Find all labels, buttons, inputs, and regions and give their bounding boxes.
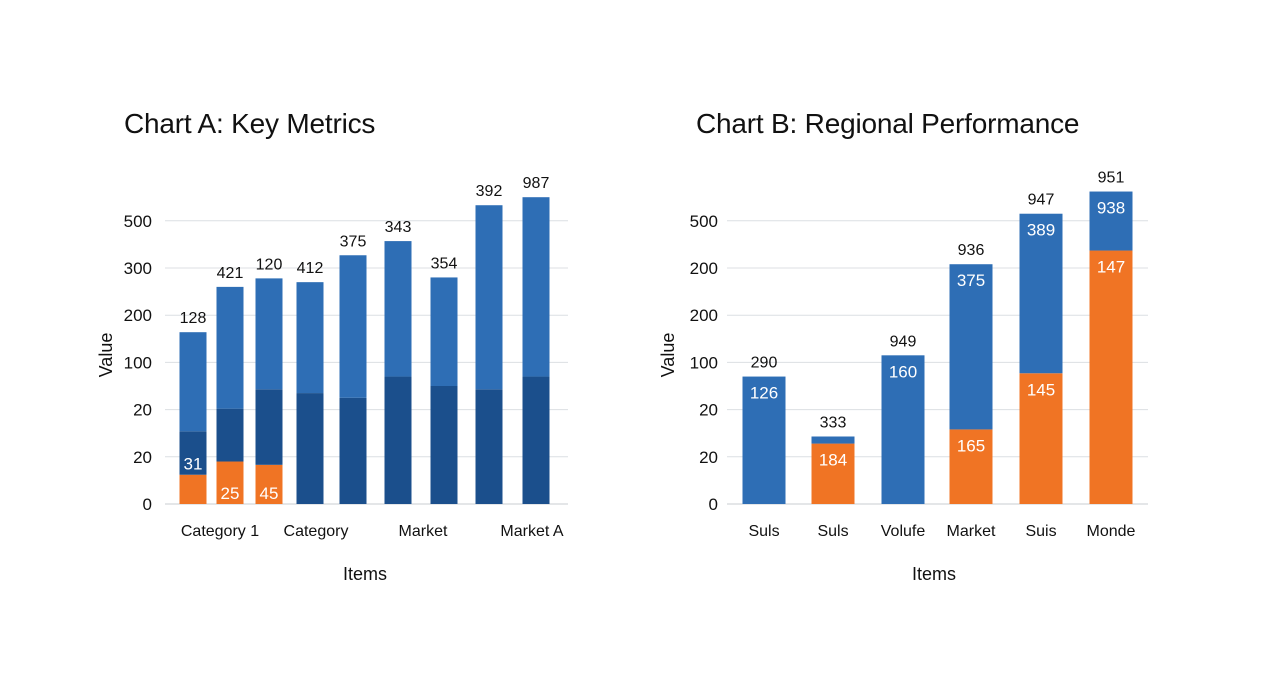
chart-b-bar-segment [1019,213,1063,374]
chart-a-bar-segment [255,464,283,504]
chart-a-bar-total-label: 343 [385,219,412,236]
chart-b-segment-label: 145 [1027,380,1055,399]
chart-a-x-axis-label: Items [343,564,387,584]
chart-a-y-tick-label: 20 [133,448,152,467]
chart-a-bar-segment [430,386,458,504]
chart-a-bar-segment [296,282,324,394]
chart-b-segment-label: 165 [957,436,985,455]
chart-b-x-category-label: Suls [817,523,848,540]
chart-a-bar-total-label: 120 [256,256,283,273]
chart-a-bar-segment [179,474,207,504]
chart-a-y-tick-label: 0 [143,495,152,514]
chart-a-x-category-label: Market [399,523,448,540]
chart-b-bar-total-label: 936 [958,242,985,259]
chart-b-bar-total-label: 947 [1028,192,1055,209]
chart-b-y-axis-label: Value [658,333,678,378]
chart-b-segment-label: 126 [750,384,778,403]
chart-b-bar-segment [1089,191,1133,251]
chart-b-segment-label: 375 [957,271,985,290]
chart-a-plot: 0 20 20 100 200 300 500 Value 31 128 25 421 45 120 412… [96,175,568,584]
chart-b-x-category-label: Monde [1087,523,1136,540]
chart-a-bar-total-label: 354 [431,255,458,272]
chart-a-y-tick-label: 200 [124,306,152,325]
chart-a-segment-label: 45 [260,484,279,503]
chart-b-bar-segment [811,443,855,504]
chart-a-bar-total-label: 392 [476,183,503,200]
chart-a-y-tick-label: 100 [124,353,152,372]
chart-b-bar-total-label: 290 [751,355,778,372]
chart-a-bar-total-label: 375 [340,233,367,250]
chart-a-x-category-label: Category 1 [181,523,259,540]
chart-a-bar-segment [339,255,367,398]
chart-a-bar-segment [384,241,412,377]
chart-b-x-category-label: Market [947,523,996,540]
chart-a-bar-segment [216,286,244,409]
chart-b-segment-label: 389 [1027,221,1055,240]
chart-a-bar-segment [255,389,283,465]
chart-a-bar-segment [430,277,458,386]
chart-a-bar-segment [522,197,550,377]
chart-b-title: Chart B: Regional Performance [696,108,1080,139]
chart-a-bar-total-label: 412 [297,260,324,277]
chart-a-title: Chart A: Key Metrics [124,108,376,139]
chart-a-y-tick-label: 500 [124,212,152,231]
chart-a-panel: Chart A: Key Metrics 0 20 20 100 200 300 500 Va… [96,108,568,584]
chart-a-bar-segment [179,431,207,475]
chart-a-bar-total-label: 987 [523,175,550,192]
chart-a-bar-segment [384,376,412,504]
chart-b-panel: Chart B: Regional Performance 0 20 20 100 20… [640,0,1280,698]
chart-a-y-tick-label: 20 [133,401,152,420]
chart-b-segment-label: 147 [1097,258,1125,277]
chart-b-bar-segment [742,376,786,504]
chart-a-segment-label: 25 [221,484,240,503]
chart-b-segment-label: 160 [889,362,917,381]
chart-b-segment-label: 938 [1097,199,1125,218]
chart-b-bar-segment [811,436,855,444]
chart-a-x-category-label: Market A [500,523,563,540]
chart-a-bar-segment [475,205,503,390]
chart-a-bar-total-label: 421 [217,265,244,282]
chart-b-bar-segment [949,264,993,430]
chart-a-bar-segment [179,332,207,432]
chart-b-x-category-label: Suis [1025,523,1056,540]
chart-b-bar-total-label: 949 [890,333,917,350]
chart-b-segment-label: 184 [819,451,847,470]
chart-b-y-tick-label: 100 [690,353,718,372]
chart-a-x-category-label: Category [284,523,349,540]
chart-b-bar-segment [881,355,925,504]
chart-a-bar-segment [216,461,244,504]
chart-b-x-category-label: Suls [748,523,779,540]
chart-b-bar-segment [1019,373,1063,504]
chart-b-bar-segment [949,429,993,504]
chart-a-bar-segment [216,408,244,462]
chart-b-y-tick-label: 200 [690,259,718,278]
chart-b-x-category-label: Volufe [881,523,926,540]
chart-a-bar-total-label: 128 [180,310,207,327]
chart-b-y-tick-label: 500 [690,212,718,231]
chart-a-bar-segment [522,376,550,504]
chart-a-segment-label: 31 [184,455,203,474]
chart-b-bar-total-label: 333 [820,415,847,432]
chart-b-y-tick-label: 0 [709,495,718,514]
chart-b-y-tick-label: 20 [699,448,718,467]
chart-b-x-axis-label: Items [912,564,956,584]
chart-a-bar-segment [339,397,367,504]
chart-a-bar-segment [255,278,283,390]
chart-a-bar-segment [475,389,503,504]
chart-b-y-tick-label: 20 [699,401,718,420]
chart-b-bar-total-label: 951 [1098,170,1125,187]
chart-b-bar-segment [1089,250,1133,504]
chart-a-bar-segment [296,393,324,504]
chart-a-y-axis-label: Value [96,333,116,378]
chart-b-y-tick-label: 200 [690,306,718,325]
chart-a-y-tick-label: 300 [124,259,152,278]
chart-b-plot: 0 20 20 100 200 200 500 Value 126 290 184 333 160 949… [658,170,1148,584]
